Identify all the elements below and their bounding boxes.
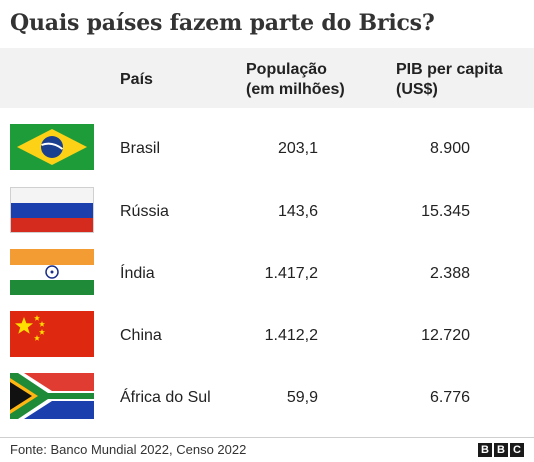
brazil-flag-icon xyxy=(10,124,94,170)
country-name: China xyxy=(120,327,162,344)
gdp-value: 15.345 xyxy=(421,203,470,220)
population-value: 203,1 xyxy=(277,140,318,157)
header-population-line2: (em milhões) xyxy=(246,81,345,98)
china-flag-icon xyxy=(10,311,94,357)
gdp-value: 8.900 xyxy=(429,140,470,157)
gdp-value: 12.720 xyxy=(421,327,470,344)
header-gdp-line2: (US$) xyxy=(396,81,438,98)
header-population: População (em milhões) xyxy=(246,60,345,100)
table-row: Rússia 143,6 15.345 xyxy=(0,173,534,235)
table-header: País População (em milhões) PIB per capi… xyxy=(0,48,534,108)
gdp-value: 2.388 xyxy=(429,265,470,282)
table-row: Brasil 203,1 8.900 xyxy=(0,110,534,172)
source-note: Fonte: Banco Mundial 2022, Censo 2022 xyxy=(10,442,247,457)
gdp-value: 6.776 xyxy=(429,389,470,406)
population-value: 1.417,2 xyxy=(264,265,318,282)
header-gdp: PIB per capita (US$) xyxy=(396,60,503,100)
country-name: Brasil xyxy=(120,140,161,157)
country-name: África do Sul xyxy=(120,389,211,406)
chart-title: Quais países fazem parte do Brics? xyxy=(10,10,435,36)
south-africa-flag-icon xyxy=(10,373,94,419)
bbc-logo-letter: C xyxy=(510,443,524,457)
population-value: 143,6 xyxy=(277,203,318,220)
population-value: 1.412,2 xyxy=(264,327,318,344)
header-country: País xyxy=(120,71,153,88)
footer-divider xyxy=(0,437,534,438)
header-population-line1: População xyxy=(246,61,327,78)
india-flag-icon xyxy=(10,249,94,295)
russia-flag-icon xyxy=(10,187,94,233)
country-name: Rússia xyxy=(120,203,169,220)
table-row: África do Sul 59,9 6.776 xyxy=(0,359,534,421)
bbc-logo: B B C xyxy=(478,443,524,457)
table-row: Índia 1.417,2 2.388 xyxy=(0,235,534,297)
table-row: China 1.412,2 12.720 xyxy=(0,297,534,359)
header-gdp-line1: PIB per capita xyxy=(396,61,503,78)
bbc-logo-letter: B xyxy=(494,443,508,457)
country-name: Índia xyxy=(120,265,155,282)
bbc-logo-letter: B xyxy=(478,443,492,457)
population-value: 59,9 xyxy=(286,389,318,406)
